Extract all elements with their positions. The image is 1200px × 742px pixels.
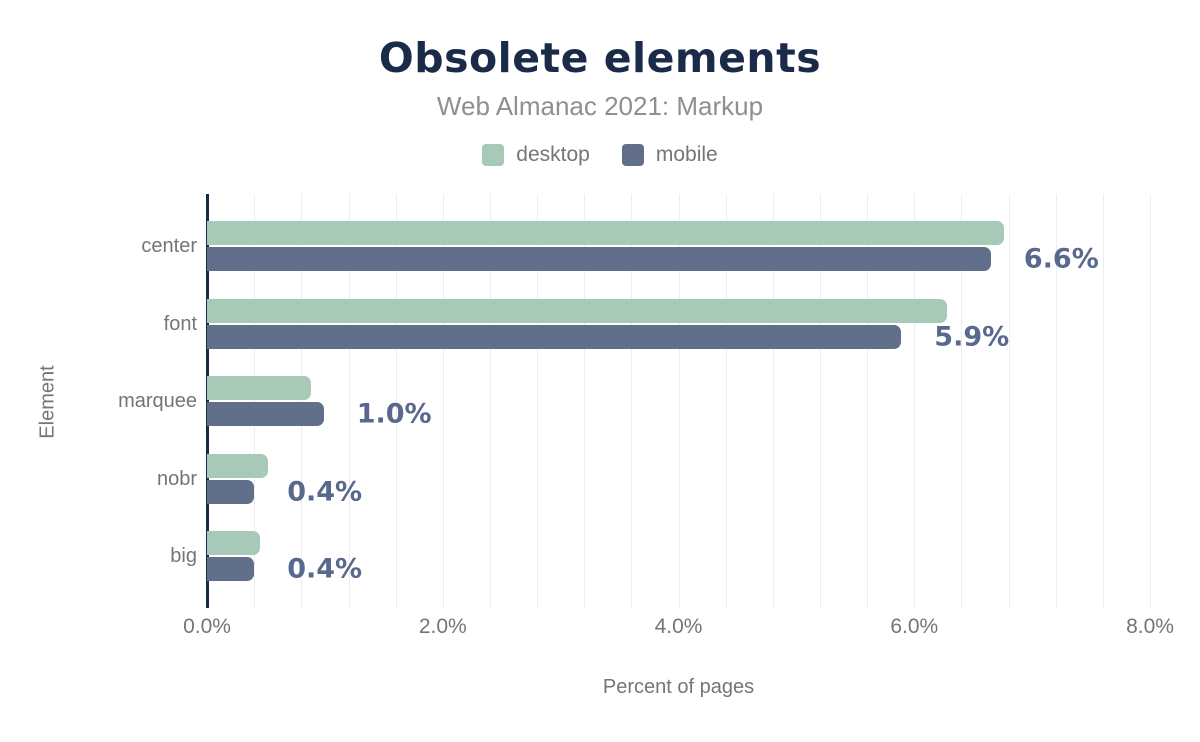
chart-subtitle: Web Almanac 2021: Markup [436, 91, 764, 121]
category-label-marquee: marquee [118, 390, 197, 412]
category-label-big: big [170, 545, 197, 567]
plot-area: 6.6% 5.9% 1.0% 0.4% 0.4% [205, 194, 1151, 608]
value-label-big: 0.4% [287, 553, 363, 585]
category-label-font: font [163, 312, 197, 335]
bar-desktop-nobr [207, 453, 269, 478]
bar-mobile-big [207, 557, 255, 581]
legend-swatch-mobile [621, 144, 644, 166]
value-label-marquee: 1.0% [356, 398, 432, 430]
bar-mobile-nobr [207, 479, 255, 504]
legend: desktop mobile [0, 142, 1200, 168]
gridline [489, 194, 491, 608]
legend-item-mobile: mobile [621, 143, 718, 167]
gridline [772, 194, 774, 608]
bar-mobile-marquee [207, 402, 324, 426]
x-tick-label-8.0%: 8.0% [1126, 615, 1174, 638]
gridline [442, 194, 444, 608]
bar-desktop-big [207, 531, 260, 555]
gridline [725, 194, 727, 608]
value-label-center: 6.6% [1023, 243, 1099, 275]
bar-desktop-font [207, 298, 948, 323]
gridline [1008, 194, 1010, 608]
gridline [584, 194, 586, 608]
gridline [961, 194, 963, 608]
category-label-nobr: nobr [156, 467, 197, 490]
x-tick-label-2.0%: 2.0% [418, 615, 467, 638]
bar-mobile-center [207, 247, 991, 271]
gridline [254, 194, 256, 608]
gridline [348, 194, 350, 608]
legend-swatch-desktop [482, 144, 505, 166]
chart-title: Obsolete elements [378, 34, 822, 82]
x-tick-label-4.0%: 4.0% [654, 615, 703, 638]
gridline [1102, 194, 1104, 608]
value-label-font: 5.9% [934, 321, 1010, 352]
gridline [867, 194, 869, 608]
gridline [537, 194, 539, 608]
bar-desktop-marquee [207, 376, 311, 400]
bar-desktop-center [207, 221, 1004, 245]
legend-label-mobile: mobile [655, 143, 718, 166]
gridline [678, 194, 680, 608]
category-label-center: center [141, 235, 197, 257]
gridline [914, 194, 916, 608]
gridline [395, 194, 397, 608]
gridline [1150, 194, 1151, 608]
y-axis-line [205, 194, 209, 608]
gridline [820, 194, 821, 608]
legend-item-desktop: desktop [482, 143, 590, 167]
bar-mobile-font [207, 324, 902, 349]
x-axis-title: Percent of pages [602, 676, 755, 698]
gridline [301, 194, 303, 608]
x-tick-label-6.0%: 6.0% [890, 615, 939, 638]
gridline [1055, 194, 1057, 608]
gridline [631, 194, 633, 608]
legend-label-desktop: desktop [516, 143, 590, 166]
value-label-nobr: 0.4% [287, 476, 363, 507]
x-tick-label-0.0%: 0.0% [183, 615, 231, 638]
